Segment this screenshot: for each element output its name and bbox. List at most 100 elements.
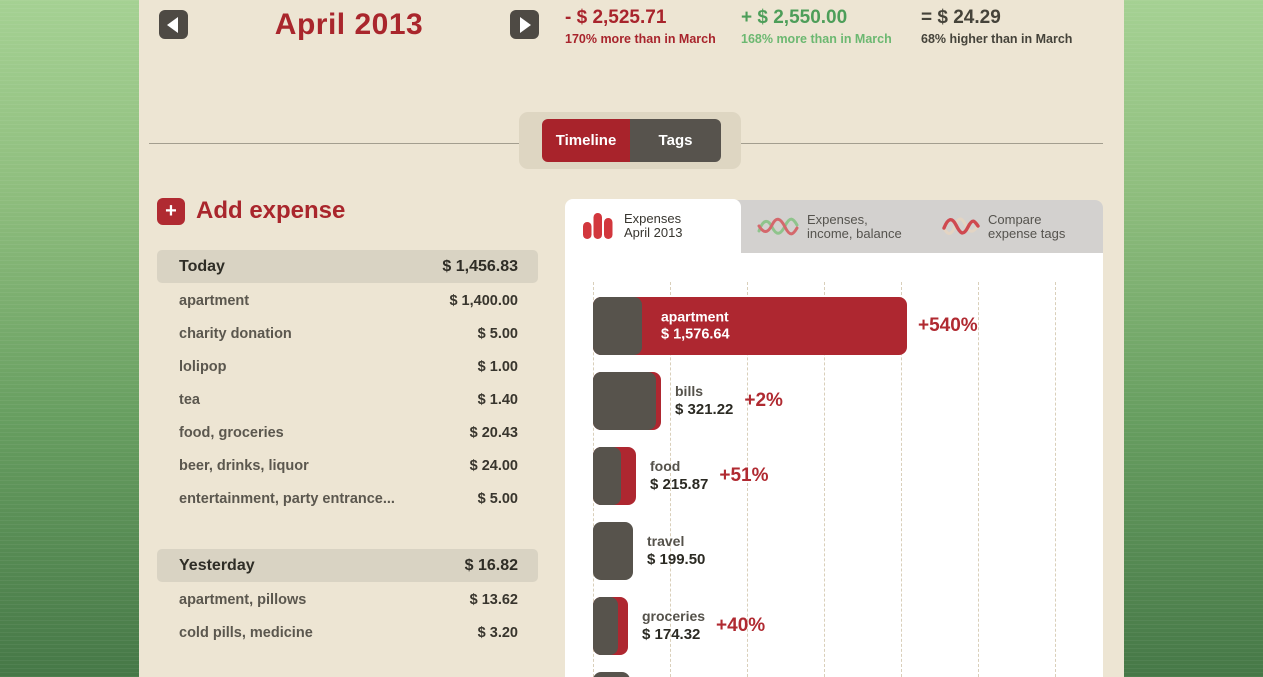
chart-tab-label: Expenses <box>624 211 682 226</box>
chart-bar-row[interactable]: groceries $ 174.32 +40% <box>593 597 1103 655</box>
chart-tab-label: Compare <box>988 211 1042 227</box>
grid-line <box>1055 282 1056 677</box>
expense-row[interactable]: food, groceries $ 20.43 <box>157 416 538 449</box>
expense-amount: $ 5.00 <box>477 490 518 507</box>
chart-panel: Expenses, income, balance Compare expens… <box>565 199 1103 677</box>
grid-line <box>747 282 748 677</box>
next-month-button[interactable] <box>510 10 539 39</box>
chart-tab-bar: Expenses, income, balance Compare expens… <box>565 199 1103 253</box>
expense-amount: $ 5.00 <box>477 325 518 342</box>
chart-plot: apartment $ 1,576.64 +540% bills $ 321.22 +2%… <box>565 253 1103 677</box>
bar-previous-segment <box>593 597 618 655</box>
prev-month-button[interactable] <box>159 10 188 39</box>
stat-expenses-note: 170% more than in March <box>565 32 716 46</box>
chart-bar-row[interactable]: bills $ 321.22 +2% <box>593 372 1103 430</box>
grid-line <box>670 282 671 677</box>
expense-row[interactable]: entertainment, party entrance... $ 5.00 <box>157 482 538 515</box>
expense-row[interactable]: tea $ 1.40 <box>157 383 538 416</box>
bar-category: food <box>650 458 681 474</box>
bar-change-percent: +2% <box>744 390 783 411</box>
day-group-header[interactable]: Yesterday $ 16.82 <box>157 549 538 582</box>
day-group-title: Today <box>179 257 225 275</box>
bar-change-percent: +540% <box>918 315 978 336</box>
bar-previous-segment <box>593 522 633 580</box>
chart-bar[interactable] <box>593 597 628 655</box>
chart-tab-label: income, balance <box>807 225 902 241</box>
bar-category: travel <box>647 533 685 549</box>
bar-change-percent: +51% <box>719 465 769 486</box>
bar-label: groceries $ 174.32 <box>642 608 705 644</box>
expense-row[interactable]: charity donation $ 5.00 <box>157 317 538 350</box>
expense-timeline: + Add expense Today $ 1,456.83 apartment $ … <box>157 197 538 649</box>
chart-tab-label: April 2013 <box>624 225 683 240</box>
chart-bar-row[interactable]: apartment $ 1,576.64 +540% <box>593 297 1103 355</box>
expense-row[interactable]: apartment, pillows $ 13.62 <box>157 583 538 616</box>
bar-previous-segment <box>593 672 630 677</box>
expense-tags: food, groceries <box>179 424 284 441</box>
expense-row[interactable]: apartment $ 1,400.00 <box>157 284 538 317</box>
group-gap <box>157 515 538 549</box>
bar-amount: $ 174.32 <box>642 626 701 643</box>
expense-tags: cold pills, medicine <box>179 624 313 641</box>
bar-change-percent: +40% <box>716 615 766 636</box>
bar-label: apartment $ 1,576.64 <box>661 309 730 344</box>
expense-row[interactable]: lolipop $ 1.00 <box>157 350 538 383</box>
bar-label: bills $ 321.22 <box>675 383 733 419</box>
bar-current-segment <box>593 297 907 355</box>
stat-expenses: - $ 2,525.71 170% more than in March <box>565 6 716 47</box>
bar-category: groceries <box>642 608 706 624</box>
chart-tab-compare-tags[interactable]: Compare expense tags <box>926 200 1103 253</box>
expense-amount: $ 20.43 <box>469 424 518 441</box>
stat-income-note: 168% more than in March <box>741 32 892 46</box>
stat-income-value: + $ 2,550.00 <box>741 7 848 28</box>
chart-tab-label: Expenses, <box>807 211 868 227</box>
bar-category: bills <box>675 383 704 399</box>
expense-tags: tea <box>179 391 200 408</box>
add-expense-button[interactable]: + <box>157 197 185 225</box>
bar-previous-segment <box>593 447 621 505</box>
chart-tab-income-balance[interactable]: Expenses, income, balance <box>741 200 926 253</box>
chart-bar-row[interactable]: travel $ 199.50 <box>593 522 1103 580</box>
stat-balance: = $ 24.29 68% higher than in March <box>921 6 1072 47</box>
stat-balance-value: = $ 24.29 <box>921 7 1001 28</box>
expense-amount: $ 1.40 <box>477 391 518 408</box>
expense-groups: Today $ 1,456.83 apartment $ 1,400.00 charit… <box>157 250 538 649</box>
day-group-title: Yesterday <box>179 556 255 574</box>
expense-tags: apartment, pillows <box>179 591 307 608</box>
chart-bar[interactable] <box>593 372 661 430</box>
expense-row[interactable]: beer, drinks, liquor $ 24.00 <box>157 449 538 482</box>
chart-bar[interactable]: apartment $ 1,576.64 <box>593 297 907 355</box>
bar-amount: $ 215.87 <box>650 476 709 493</box>
view-toggle: Timeline Tags <box>519 112 741 169</box>
expense-tags: apartment <box>179 292 250 309</box>
arrow-left-icon <box>167 16 178 33</box>
expense-tags: lolipop <box>179 358 227 375</box>
grid-line <box>901 282 902 677</box>
bar-amount: $ 321.22 <box>675 401 734 418</box>
bar-amount: $ 1,576.64 <box>661 326 730 343</box>
expense-tags: charity donation <box>179 325 292 342</box>
chart-bar[interactable] <box>593 522 633 580</box>
expense-row[interactable]: cold pills, medicine $ 3.20 <box>157 616 538 649</box>
stat-expenses-value: - $ 2,525.71 <box>565 7 667 28</box>
bar-chart-icon <box>583 213 613 239</box>
day-group-total: $ 1,456.83 <box>442 257 518 275</box>
chart-bar <box>593 672 630 677</box>
chart-bars: apartment $ 1,576.64 +540% bills $ 321.22 +2%… <box>593 297 1103 677</box>
chart-tab-expenses[interactable]: Expenses April 2013 <box>565 199 741 253</box>
stat-balance-note: 68% higher than in March <box>921 32 1073 46</box>
timeline-tab[interactable]: Timeline <box>542 119 630 162</box>
stat-income: + $ 2,550.00 168% more than in March <box>741 6 892 47</box>
add-expense-label: Add expense <box>196 197 346 224</box>
chart-bar-row-clipped <box>593 672 1103 677</box>
expense-tags: entertainment, party entrance... <box>179 490 395 507</box>
add-expense[interactable]: + Add expense <box>157 197 538 225</box>
chart-bar[interactable] <box>593 447 636 505</box>
chart-bar-row[interactable]: food $ 215.87 +51% <box>593 447 1103 505</box>
bar-label: travel $ 199.50 <box>647 533 705 569</box>
bar-category: apartment <box>661 308 729 325</box>
day-group-header[interactable]: Today $ 1,456.83 <box>157 250 538 283</box>
expense-tags: beer, drinks, liquor <box>179 457 309 474</box>
tags-tab[interactable]: Tags <box>630 119 721 162</box>
